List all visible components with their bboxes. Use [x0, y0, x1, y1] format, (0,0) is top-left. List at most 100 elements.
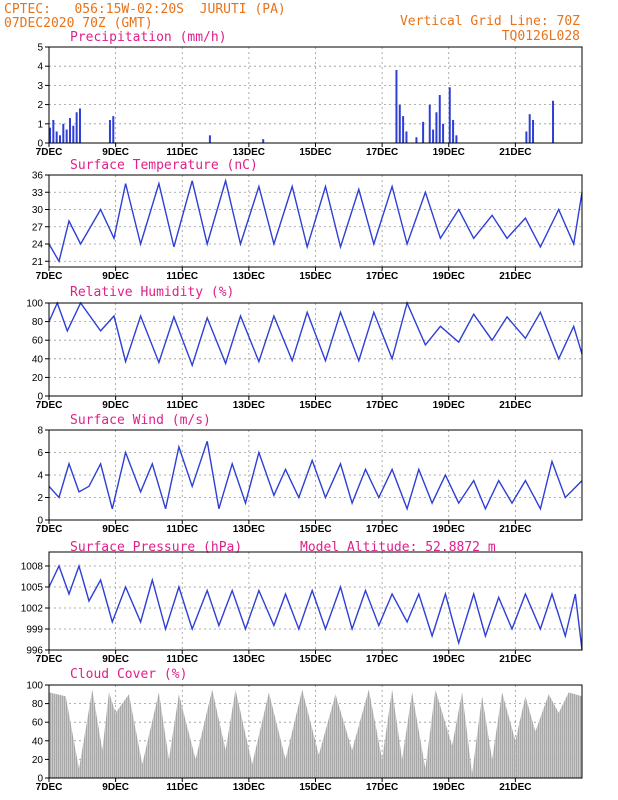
x-tick-label: 13DEC: [233, 524, 265, 535]
precip-bar: [452, 119, 455, 143]
x-tick-label: 15DEC: [299, 400, 331, 411]
y-tick-label: 5: [37, 43, 43, 54]
x-tick-label: 9DEC: [102, 524, 129, 535]
panel-title: Surface Temperature (nC): [70, 158, 258, 173]
x-tick-label: 19DEC: [433, 400, 465, 411]
x-tick-label: 17DEC: [366, 654, 398, 665]
panel-title: Relative Humidity (%): [70, 285, 234, 300]
header-datetime: 07DEC2020 70Z (GMT): [4, 16, 153, 31]
panel-6: Cloud Cover (%) 0 20 40 60 80 100 7DEC 9DEC 11DEC…: [26, 667, 583, 793]
header-grid-line: Vertical Grid Line: 70Z: [400, 14, 580, 29]
panel-3: Relative Humidity (%) 0 20 40 60 80 100 7DEC 9DE…: [26, 285, 583, 411]
x-tick-label: 7DEC: [36, 271, 63, 282]
x-tick-label: 11DEC: [166, 271, 198, 282]
panel-frame: [48, 684, 583, 779]
precip-bar: [432, 129, 435, 143]
x-tick-label: 9DEC: [102, 782, 129, 793]
y-tick-label: 40: [32, 736, 44, 747]
precip-bar: [75, 112, 78, 143]
y-tick-label: 3: [37, 81, 43, 92]
x-tick-label: 17DEC: [366, 271, 398, 282]
x-tick-label: 19DEC: [433, 147, 465, 158]
y-tick-label: 1002: [21, 604, 44, 615]
x-tick-label: 13DEC: [233, 271, 265, 282]
x-tick-label: 7DEC: [36, 147, 63, 158]
y-tick-label: 60: [32, 336, 44, 347]
precip-bar: [405, 131, 408, 143]
header-model: TQ0126L028: [502, 29, 580, 44]
x-tick-label: 7DEC: [36, 524, 63, 535]
x-tick-label: 17DEC: [366, 524, 398, 535]
panel-title: Surface Wind (m/s): [70, 413, 211, 428]
x-tick-label: 11DEC: [166, 782, 198, 793]
x-tick-label: 11DEC: [166, 400, 198, 411]
precip-bar: [528, 114, 531, 143]
y-tick-label: 27: [32, 222, 44, 233]
y-tick-label: 999: [26, 625, 43, 636]
precip-bar: [112, 116, 115, 143]
y-tick-label: 1005: [21, 583, 44, 594]
y-tick-label: 24: [32, 240, 44, 251]
x-tick-label: 19DEC: [433, 271, 465, 282]
panel-title: Surface Pressure (hPa): [70, 540, 242, 555]
x-tick-label: 21DEC: [499, 147, 531, 158]
precip-bar: [442, 123, 445, 143]
precip-bar: [72, 125, 75, 143]
precip-bar: [435, 112, 438, 143]
precip-bar: [402, 116, 405, 143]
y-tick-label: 4: [37, 62, 43, 73]
x-tick-label: 13DEC: [233, 782, 265, 793]
precip-bar: [532, 119, 535, 143]
x-tick-label: 11DEC: [166, 147, 198, 158]
panel-frame: [48, 174, 583, 268]
x-tick-label: 21DEC: [499, 524, 531, 535]
precip-bar: [395, 70, 398, 143]
x-tick-label: 7DEC: [36, 400, 63, 411]
y-tick-label: 100: [26, 681, 43, 692]
panel-title: Precipitation (mm/h): [70, 30, 227, 45]
x-tick-label: 19DEC: [433, 654, 465, 665]
x-tick-label: 19DEC: [433, 524, 465, 535]
x-tick-label: 17DEC: [366, 782, 398, 793]
panel-2: Surface Temperature (nC) 21 24 27 30 33 36 7DEC…: [32, 158, 583, 282]
x-tick-label: 21DEC: [499, 400, 531, 411]
y-tick-label: 2: [37, 493, 43, 504]
precip-bar: [58, 135, 61, 143]
header-station: CPTEC: 056:15W-02:20S JURUTI (PA): [4, 2, 286, 17]
x-tick-label: 17DEC: [366, 147, 398, 158]
x-tick-label: 21DEC: [499, 654, 531, 665]
x-tick-label: 21DEC: [499, 782, 531, 793]
x-tick-label: 11DEC: [166, 654, 198, 665]
y-tick-label: 30: [32, 205, 44, 216]
panel-frame: [48, 429, 583, 521]
y-tick-label: 0: [37, 392, 43, 403]
precip-bar: [422, 121, 425, 143]
precip-bar: [68, 118, 71, 143]
series-line: [48, 441, 583, 511]
y-tick-label: 21: [32, 257, 44, 268]
y-tick-label: 0: [37, 139, 43, 150]
x-tick-label: 15DEC: [299, 147, 331, 158]
y-tick-label: 4: [37, 471, 43, 482]
y-tick-label: 40: [32, 354, 44, 365]
y-tick-label: 100: [26, 299, 43, 310]
precip-bar: [552, 100, 555, 143]
y-tick-label: 6: [37, 448, 43, 459]
x-tick-label: 13DEC: [233, 147, 265, 158]
y-tick-label: 33: [32, 188, 44, 199]
x-tick-label: 21DEC: [499, 271, 531, 282]
cloud-area: [49, 689, 582, 778]
x-tick-label: 11DEC: [166, 524, 198, 535]
panel-annotation: Model Altitude: 52.8872 m: [300, 540, 496, 555]
y-tick-label: 1: [37, 119, 43, 130]
x-tick-label: 15DEC: [299, 654, 331, 665]
y-tick-label: 2: [37, 100, 43, 111]
y-tick-label: 996: [26, 646, 43, 657]
panel-frame: [48, 551, 583, 651]
y-tick-label: 80: [32, 699, 44, 710]
x-tick-label: 13DEC: [233, 400, 265, 411]
precip-bar: [428, 104, 431, 143]
precip-bar: [62, 123, 65, 143]
y-tick-label: 36: [32, 171, 44, 182]
